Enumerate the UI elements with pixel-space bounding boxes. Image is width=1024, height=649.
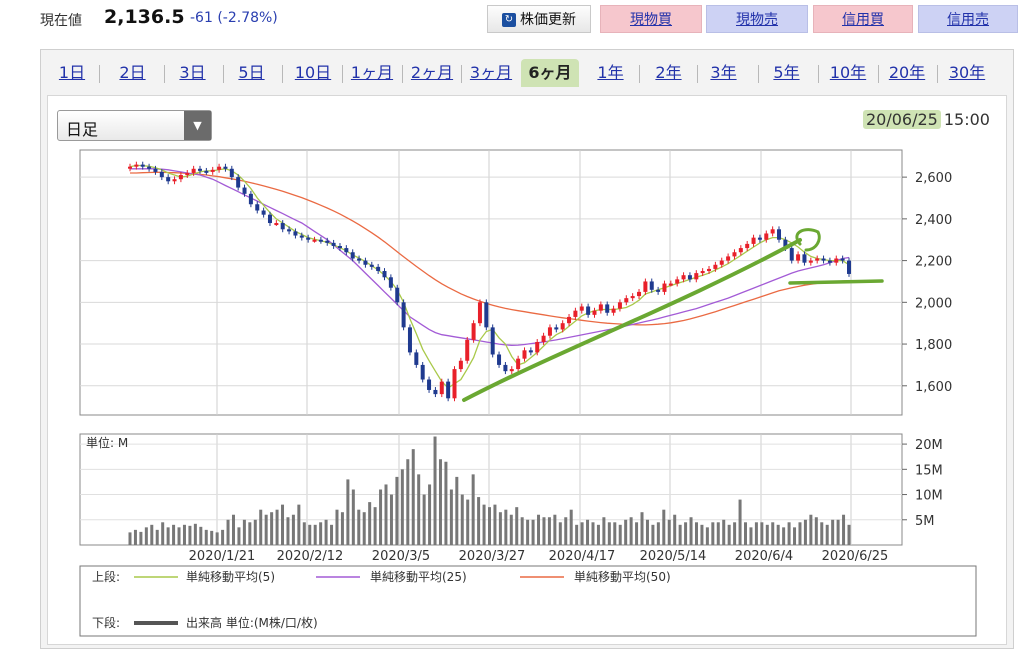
tab-1-month[interactable]: 1ヶ月 [344,59,400,87]
cash-sell-button[interactable]: 現物売 [706,5,808,33]
tab-20-years[interactable]: 20年 [882,59,932,87]
tab-divider [223,65,224,83]
chart-timestamp: 20/06/25 15:00 [863,108,990,132]
tab-2-years[interactable]: 2年 [646,59,691,87]
chart-area [47,95,1007,645]
tab-30-years[interactable]: 30年 [942,59,992,87]
chevron-down-icon: ▼ [184,111,211,140]
tab-10-years[interactable]: 10年 [823,59,873,87]
chart-time: 15:00 [944,110,990,129]
tab-divider [342,65,343,83]
tab-divider [99,65,100,83]
refresh-icon: ↻ [502,13,516,27]
tab-divider [818,65,819,83]
current-price-label: 現在値 [40,10,82,30]
tab-2-days[interactable]: 2日 [110,59,155,87]
cash-buy-button[interactable]: 現物買 [600,5,702,33]
tab-divider [758,65,759,83]
tab-3-days[interactable]: 3日 [170,59,215,87]
margin-sell-button[interactable]: 信用売 [918,5,1018,33]
tab-6-months[interactable]: 6ヶ月 [521,59,579,87]
tab-divider [461,65,462,83]
tab-1-day[interactable]: 1日 [52,59,92,87]
tab-10-days[interactable]: 10日 [288,59,338,87]
tab-divider [937,65,938,83]
tab-5-years[interactable]: 5年 [764,59,809,87]
current-price: 2,136.5 [104,6,185,28]
tab-3-years[interactable]: 3年 [701,59,746,87]
tab-5-days[interactable]: 5日 [228,59,275,87]
period-tabs: 1日 2日 3日 5日 10日 1ヶ月 2ヶ月 3ヶ月 6ヶ月 1年 2年 3年… [40,55,1014,91]
tab-2-months[interactable]: 2ヶ月 [404,59,460,87]
interval-select-value: 日足 [66,116,98,140]
tab-divider [402,65,403,83]
quote-header: 現在値 2,136.5 -61 (-2.78%) ↻ 株価更新 現物買 現物売 信… [0,0,1024,44]
margin-buy-button[interactable]: 信用買 [813,5,913,33]
refresh-price-button[interactable]: ↻ 株価更新 [487,5,591,33]
tab-divider [639,65,640,83]
interval-select[interactable]: 日足 ▼ [57,110,212,141]
refresh-price-label: 株価更新 [520,12,576,28]
tab-divider [164,65,165,83]
tab-divider [282,65,283,83]
tab-1-year[interactable]: 1年 [588,59,633,87]
chart-date: 20/06/25 [863,110,941,129]
price-change: -61 (-2.78%) [190,10,278,26]
tab-divider [697,65,698,83]
tab-divider [878,65,879,83]
tab-3-months[interactable]: 3ヶ月 [463,59,519,87]
